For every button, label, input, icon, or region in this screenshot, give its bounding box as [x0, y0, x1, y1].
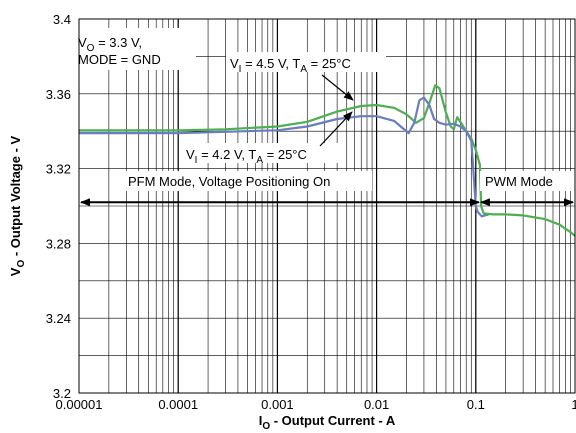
y-axis-title: VO - Output Voltage - V: [8, 135, 27, 276]
leader-arrow-42: [319, 111, 353, 147]
pwm-label: PWM Mode: [485, 174, 553, 189]
plot-frame: [78, 18, 576, 394]
series-label-45: VI = 4.5 V, TA = 25°C: [230, 56, 351, 75]
leader-arrow-45: [321, 74, 354, 101]
tick-labels: 0.00001 0.0001 0.001 0.01 0.1 1 3.2 3.24 3.28 3.3…: [46, 12, 576, 412]
x-tick-label: 1: [571, 397, 576, 412]
pfm-label-box: [124, 171, 372, 191]
mode-note-box: [70, 28, 196, 70]
mode-note-line2: MODE = GND: [78, 52, 161, 67]
y-tick-label: 3.4: [53, 12, 71, 27]
pfm-label: PFM Mode, Voltage Positioning On: [128, 174, 330, 189]
pwm-label-box: [480, 171, 574, 191]
x-tick-label: 0.1: [467, 397, 485, 412]
x-tick-label: 0.01: [364, 397, 389, 412]
x-axis-title: IO - Output Current - A: [259, 413, 396, 432]
series-layer: [79, 84, 576, 237]
y-tick-label: 3.24: [46, 311, 71, 326]
x-tick-label: 0.0001: [158, 397, 198, 412]
x-tick-label: 0.001: [261, 397, 294, 412]
label-42-box: [182, 143, 342, 163]
y-tick-label: 3.32: [46, 162, 71, 177]
y-tick-label: 3.36: [46, 87, 71, 102]
mode-note-line1: VO = 3.3 V,: [78, 35, 142, 54]
x-tick-label: 0.00001: [56, 397, 103, 412]
label-45-box: [226, 52, 386, 72]
series-label-42: VI = 4.2 V, TA = 25°C: [186, 147, 307, 166]
y-tick-label: 3.2: [53, 386, 71, 401]
series-line-1: [79, 96, 489, 218]
grid: [78, 18, 576, 394]
series-line-2: [480, 205, 576, 237]
y-tick-label: 3.28: [46, 236, 71, 251]
